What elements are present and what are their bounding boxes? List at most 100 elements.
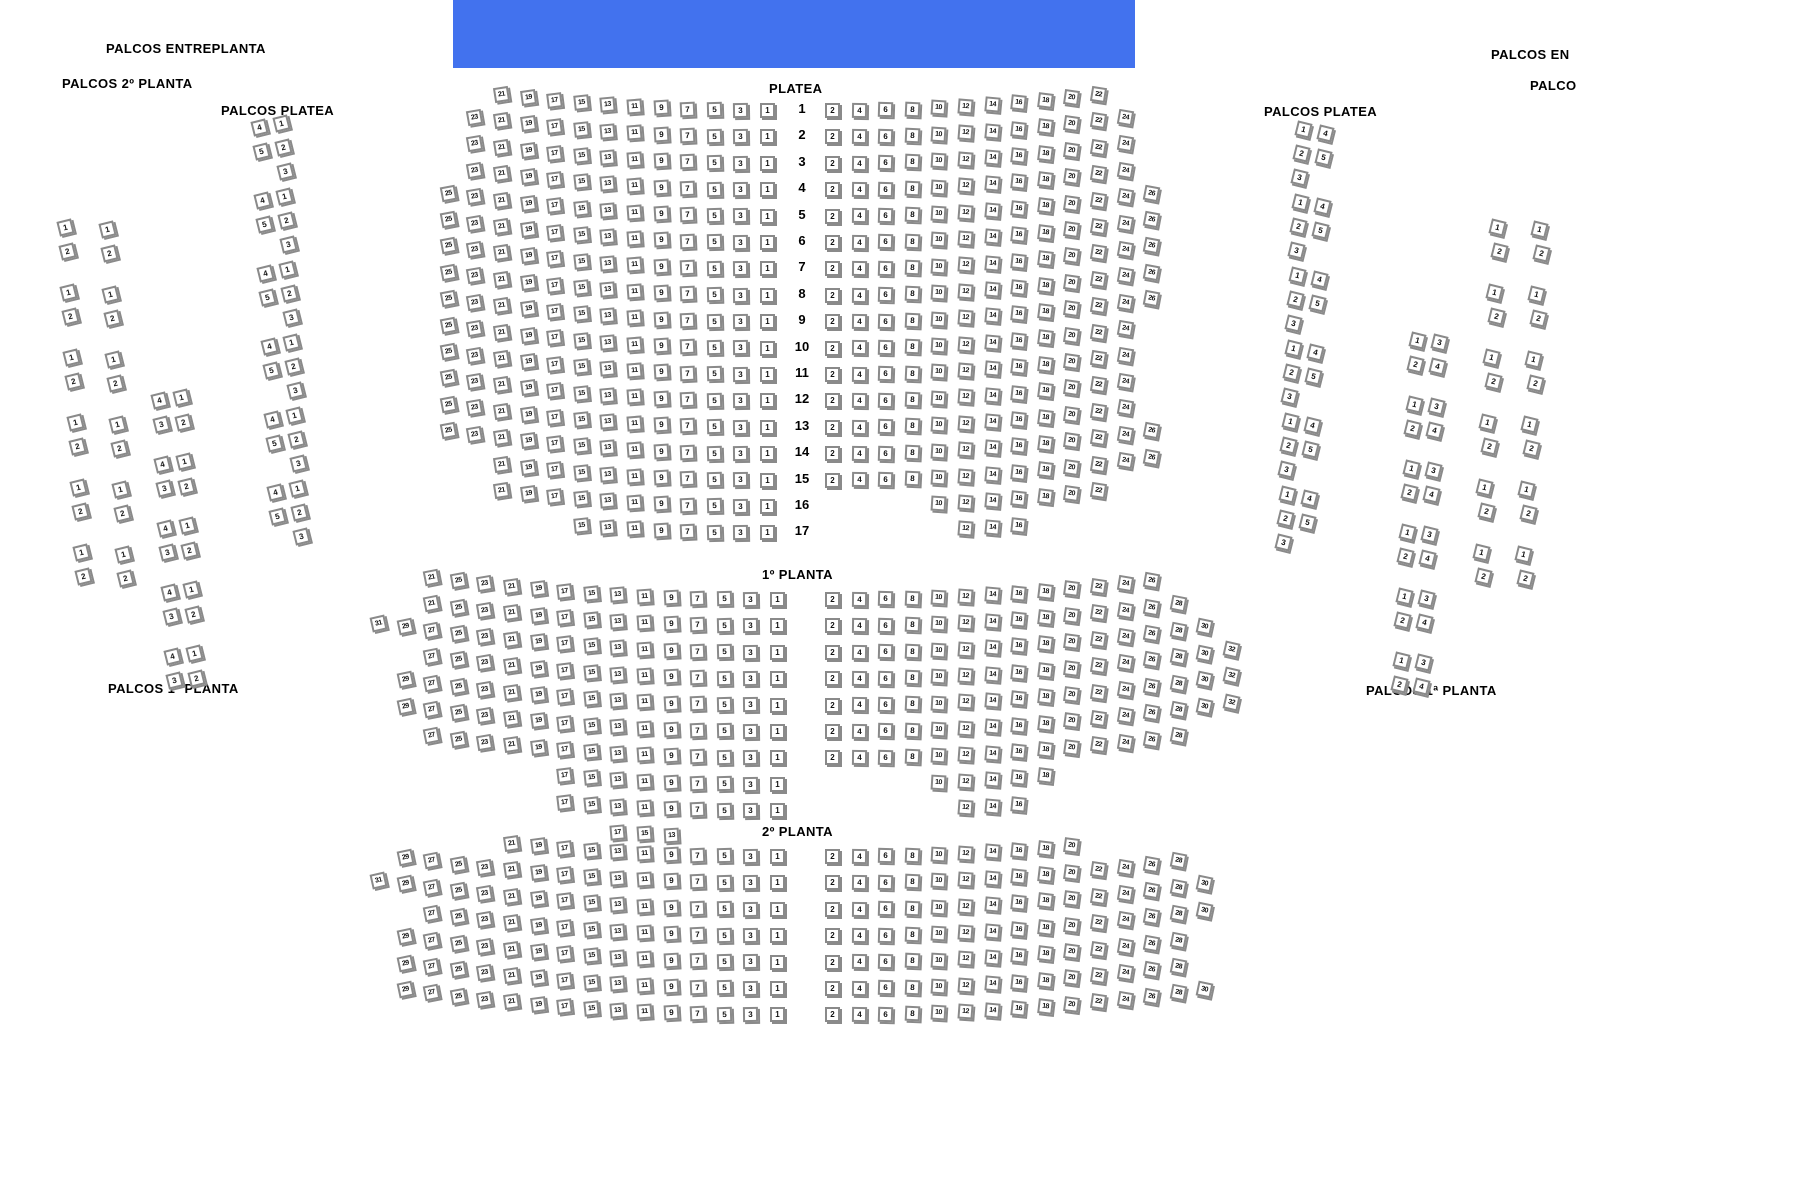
seat[interactable]: 30 (1196, 644, 1214, 663)
seat[interactable]: 28 (1169, 957, 1188, 976)
seat[interactable]: 16 (1010, 1000, 1027, 1017)
seat[interactable]: 28 (1169, 674, 1188, 692)
seat[interactable]: 6 (877, 366, 894, 382)
seat[interactable]: 1 (770, 803, 785, 819)
seat[interactable]: 5 (706, 392, 723, 408)
seat[interactable]: 1 (760, 367, 775, 382)
seat[interactable]: 14 (983, 949, 1001, 966)
seat[interactable]: 1 (275, 187, 294, 206)
seat[interactable]: 15 (583, 637, 600, 655)
seat[interactable]: 10 (930, 179, 947, 196)
seat[interactable]: 14 (983, 518, 1001, 536)
seat[interactable]: 15 (573, 279, 590, 296)
seat[interactable]: 19 (529, 712, 547, 730)
seat[interactable]: 3 (1414, 653, 1433, 672)
seat[interactable]: 2 (825, 419, 840, 435)
seat[interactable]: 21 (502, 604, 521, 622)
seat[interactable]: 24 (1116, 267, 1134, 285)
seat[interactable]: 21 (492, 323, 511, 341)
seat[interactable]: 7 (689, 696, 706, 712)
seat[interactable]: 21 (492, 297, 511, 315)
seat[interactable]: 12 (957, 667, 974, 684)
seat[interactable]: 6 (877, 927, 894, 943)
seat[interactable]: 11 (636, 924, 653, 941)
seat[interactable]: 10 (930, 872, 947, 889)
seat[interactable]: 23 (476, 707, 494, 725)
seat[interactable]: 16 (1010, 973, 1027, 991)
seat[interactable]: 18 (1036, 223, 1054, 241)
seat[interactable]: 1 (1514, 545, 1533, 564)
seat[interactable]: 20 (1063, 168, 1081, 186)
seat[interactable]: 11 (626, 283, 643, 300)
seat[interactable]: 1 (185, 644, 204, 663)
seat[interactable]: 23 (466, 399, 484, 417)
seat[interactable]: 13 (609, 692, 627, 709)
seat[interactable]: 15 (573, 199, 590, 217)
seat[interactable]: 19 (529, 863, 547, 881)
seat[interactable]: 23 (466, 320, 484, 338)
seat[interactable]: 2 (825, 724, 840, 739)
seat[interactable]: 10 (930, 284, 947, 301)
seat[interactable]: 18 (1036, 197, 1054, 215)
seat[interactable]: 6 (877, 445, 894, 461)
seat[interactable]: 22 (1089, 481, 1108, 500)
seat[interactable]: 7 (689, 926, 706, 943)
seat[interactable]: 13 (599, 492, 617, 509)
seat[interactable]: 22 (1089, 138, 1108, 156)
seat[interactable]: 4 (851, 848, 867, 864)
seat[interactable]: 14 (983, 870, 1001, 887)
seat[interactable]: 9 (653, 522, 670, 539)
seat[interactable]: 21 (502, 630, 521, 648)
seat[interactable]: 16 (1010, 463, 1027, 481)
seat[interactable]: 6 (877, 749, 894, 766)
seat[interactable]: 23 (466, 346, 484, 364)
seat[interactable]: 13 (609, 1002, 627, 1019)
seat[interactable]: 7 (679, 365, 696, 381)
seat[interactable]: 4 (1313, 197, 1332, 216)
seat[interactable]: 22 (1089, 402, 1108, 420)
seat[interactable]: 19 (529, 943, 547, 960)
seat[interactable]: 21 (492, 402, 511, 420)
seat[interactable]: 4 (851, 591, 867, 607)
seat[interactable]: 1 (114, 545, 133, 564)
seat[interactable]: 4 (1300, 489, 1319, 508)
seat[interactable]: 5 (706, 366, 723, 382)
seat[interactable]: 4 (851, 208, 867, 224)
seat[interactable]: 25 (439, 421, 458, 440)
seat[interactable]: 1 (1398, 523, 1417, 542)
seat[interactable]: 15 (573, 437, 590, 455)
seat[interactable]: 1 (760, 419, 775, 435)
seat[interactable]: 25 (449, 961, 468, 979)
seat[interactable]: 25 (449, 730, 468, 748)
seat[interactable]: 24 (1116, 452, 1134, 470)
seat[interactable]: 5 (706, 339, 723, 356)
seat[interactable]: 17 (546, 118, 564, 136)
seat[interactable]: 24 (1116, 399, 1134, 417)
seat[interactable]: 4 (851, 670, 867, 687)
seat[interactable]: 21 (502, 834, 521, 853)
seat[interactable]: 6 (877, 696, 894, 713)
seat[interactable]: 12 (957, 520, 974, 537)
seat[interactable]: 26 (1142, 730, 1161, 748)
seat[interactable]: 13 (609, 896, 627, 913)
seat[interactable]: 29 (396, 697, 414, 715)
seat[interactable]: 8 (904, 154, 921, 170)
seat[interactable]: 15 (636, 825, 653, 842)
seat[interactable]: 8 (904, 1005, 921, 1022)
seat[interactable]: 18 (1036, 635, 1054, 653)
seat[interactable]: 2 (825, 750, 840, 766)
seat[interactable]: 4 (150, 391, 169, 410)
seat[interactable]: 4 (1306, 343, 1325, 362)
seat[interactable]: 22 (1089, 244, 1108, 262)
seat[interactable]: 1 (278, 260, 297, 279)
seat[interactable]: 18 (1036, 329, 1054, 347)
seat[interactable]: 19 (519, 194, 537, 212)
seat[interactable]: 7 (689, 775, 706, 791)
seat[interactable]: 32 (1222, 693, 1241, 712)
seat[interactable]: 4 (851, 697, 867, 713)
seat[interactable]: 13 (599, 518, 617, 536)
seat[interactable]: 15 (573, 226, 590, 243)
seat[interactable]: 13 (609, 639, 627, 656)
seat[interactable]: 6 (877, 901, 894, 917)
seat[interactable]: 4 (851, 980, 867, 996)
